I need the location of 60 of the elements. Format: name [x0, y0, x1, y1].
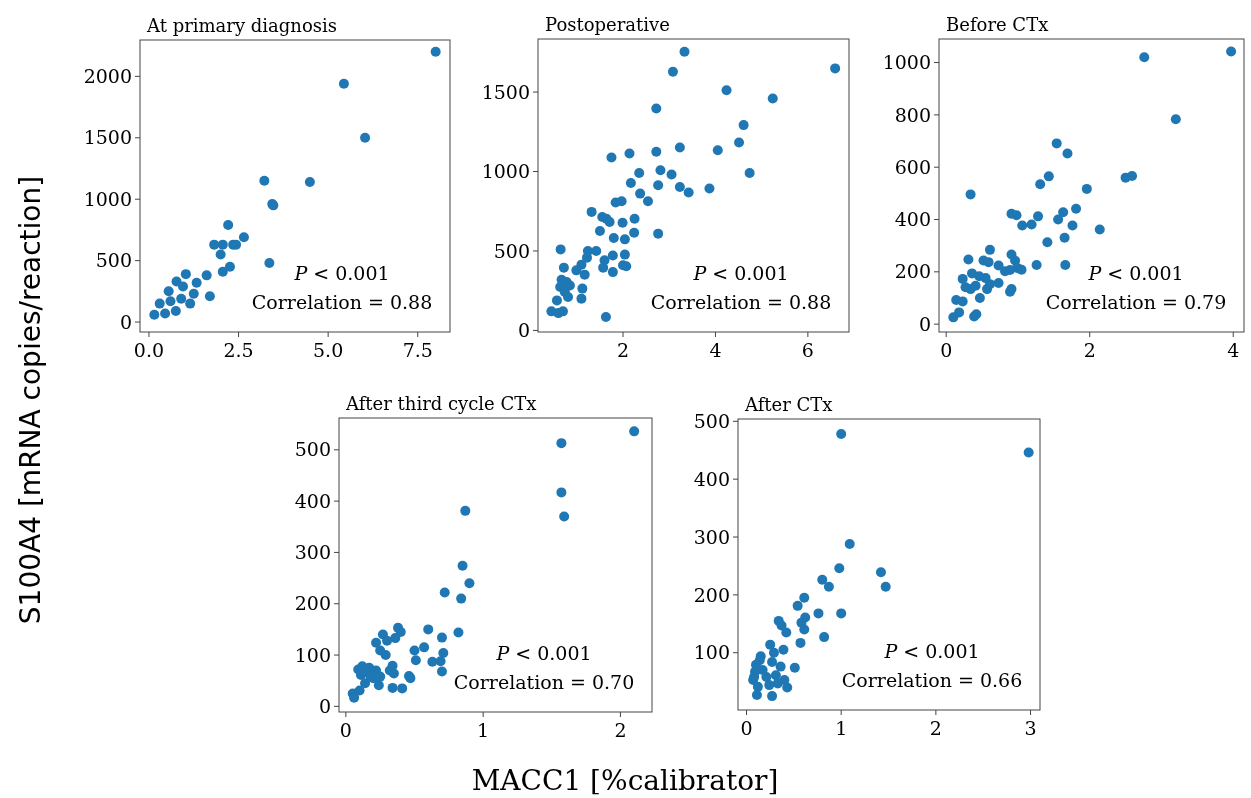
y-tick-label: 1000: [882, 51, 931, 74]
y-tick-label: 500: [294, 438, 331, 461]
y-tick-label: 1500: [481, 80, 530, 103]
x-tick-label: 2: [614, 719, 627, 741]
y-tick-label: 500: [693, 409, 730, 432]
x-tick-label: 2.5: [223, 339, 254, 361]
x-tick-label: 4: [709, 339, 722, 361]
y-tick-label: 1000: [83, 187, 132, 210]
y-tick-label: 800: [894, 103, 931, 126]
y-tick-label: 400: [693, 467, 730, 490]
annotation: Correlation = 0.88: [251, 291, 433, 313]
y-tick-label: 300: [294, 541, 331, 564]
y-tick-label: 200: [693, 583, 730, 606]
x-tick-label: 5.0: [313, 339, 344, 361]
annotation: Correlation = 0.88: [650, 291, 832, 313]
y-tick-label: 0: [119, 310, 132, 333]
y-tick-label: 200: [894, 260, 931, 283]
y-tick-label: 400: [894, 208, 931, 231]
x-tick-label: 1: [835, 717, 848, 739]
chart-title: After CTx: [744, 394, 833, 415]
x-tick-label: 2: [616, 339, 630, 361]
x-tick-label: 4: [1227, 339, 1240, 361]
x-axis-title: MACC1 [%calibrator]: [471, 764, 779, 797]
x-tick-label: 1: [477, 719, 490, 741]
x-tick-label: 2: [1083, 339, 1096, 361]
y-tick-label: 100: [693, 641, 730, 664]
annotation: P < 0.001: [495, 642, 592, 664]
y-axis-title: S100A4 [mRNA copies/reaction]: [14, 175, 47, 625]
chart-title: Postoperative: [545, 14, 670, 35]
x-tick-label: 3: [1024, 717, 1037, 739]
x-tick-label: 0: [940, 339, 953, 361]
y-tick-label: 400: [294, 489, 331, 512]
chart-title: After third cycle CTx: [345, 393, 537, 414]
y-tick-label: 500: [95, 249, 132, 272]
y-tick-label: 600: [894, 155, 931, 178]
x-tick-label: 6: [801, 339, 814, 361]
x-tick-label: 2: [929, 717, 942, 739]
x-tick-label: 0: [740, 717, 753, 739]
y-tick-label: 100: [294, 643, 331, 666]
y-tick-label: 300: [693, 525, 730, 548]
annotation: P < 0.001: [293, 262, 390, 284]
x-tick-label: 7.5: [402, 339, 433, 361]
chart-title: Before CTx: [946, 14, 1049, 35]
y-tick-label: 1500: [83, 126, 132, 149]
annotation: P < 0.001: [883, 640, 980, 662]
chart-title: At primary diagnosis: [146, 15, 338, 36]
annotation: Correlation = 0.79: [1045, 291, 1227, 313]
x-tick-label: 0: [339, 719, 352, 741]
annotation: P < 0.001: [692, 262, 789, 284]
annotation: Correlation = 0.66: [841, 669, 1023, 691]
y-tick-label: 0: [918, 312, 931, 335]
y-tick-label: 200: [294, 592, 331, 615]
y-tick-label: 0: [517, 319, 530, 342]
y-tick-label: 1000: [481, 160, 530, 183]
x-tick-label: 0.0: [133, 339, 165, 361]
y-tick-label: 0: [318, 695, 331, 718]
y-tick-label: 500: [493, 239, 530, 262]
y-tick-label: 2000: [83, 65, 132, 88]
annotation: P < 0.001: [1087, 262, 1184, 284]
annotation: Correlation = 0.70: [453, 671, 635, 693]
